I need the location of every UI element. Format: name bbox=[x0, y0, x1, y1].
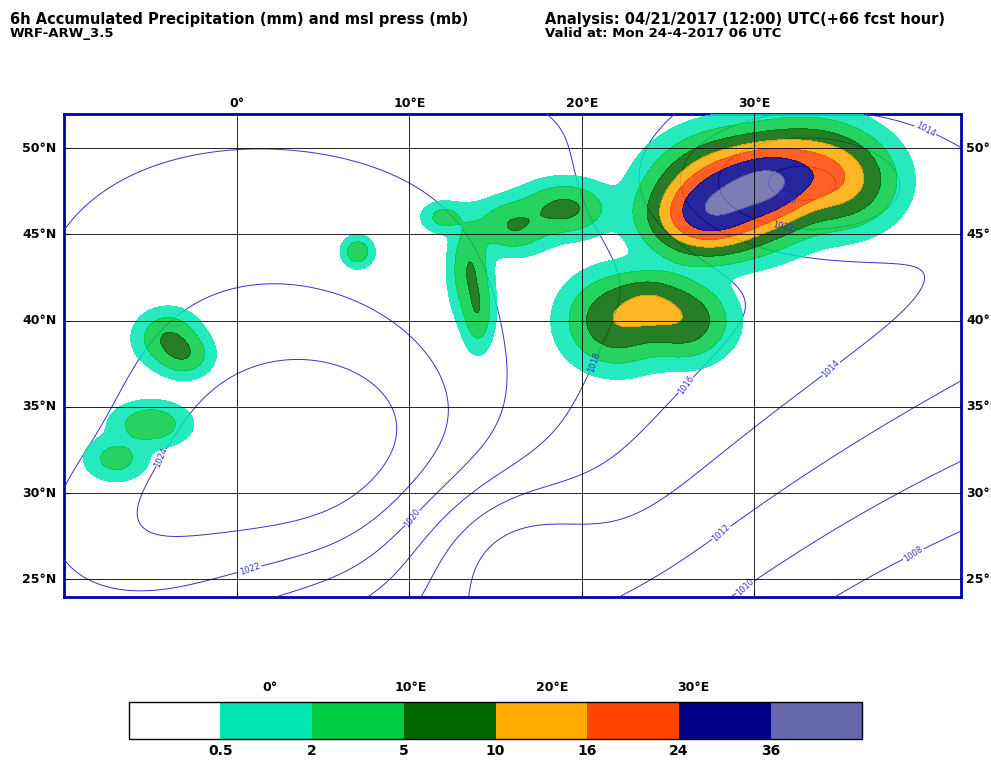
Text: 20°E: 20°E bbox=[566, 97, 598, 110]
Text: 1012: 1012 bbox=[711, 522, 732, 543]
Text: 30°N: 30°N bbox=[23, 487, 56, 500]
Text: 45°N: 45°N bbox=[22, 228, 56, 241]
Text: 30°E: 30°E bbox=[738, 97, 770, 110]
Text: 1014: 1014 bbox=[821, 359, 841, 379]
Text: 1024: 1024 bbox=[153, 446, 169, 469]
Text: 1010: 1010 bbox=[734, 577, 756, 598]
Text: 1010: 1010 bbox=[775, 190, 798, 206]
Text: 10°E: 10°E bbox=[394, 681, 427, 694]
Text: WRF-ARW_3.5: WRF-ARW_3.5 bbox=[10, 27, 114, 40]
Text: 0°: 0° bbox=[229, 97, 245, 110]
Text: 30°N: 30°N bbox=[966, 487, 991, 500]
Text: 25°N: 25°N bbox=[22, 573, 56, 586]
Text: 35°N: 35°N bbox=[966, 400, 991, 413]
Text: Valid at: Mon 24-4-2017 06 UTC: Valid at: Mon 24-4-2017 06 UTC bbox=[545, 27, 782, 40]
Text: 0°: 0° bbox=[263, 681, 277, 694]
Text: 45°N: 45°N bbox=[966, 228, 991, 241]
Text: 1022: 1022 bbox=[238, 561, 261, 577]
Text: 10°E: 10°E bbox=[393, 97, 425, 110]
Text: 50°N: 50°N bbox=[966, 142, 991, 154]
Text: 6h Accumulated Precipitation (mm) and msl press (mb): 6h Accumulated Precipitation (mm) and ms… bbox=[10, 12, 468, 27]
Text: Analysis: 04/21/2017 (12:00) UTC(+66 fcst hour): Analysis: 04/21/2017 (12:00) UTC(+66 fcs… bbox=[545, 12, 945, 27]
Text: 1020: 1020 bbox=[402, 507, 422, 529]
Text: 1008: 1008 bbox=[902, 545, 925, 564]
Text: 20°E: 20°E bbox=[536, 681, 568, 694]
Text: 1014: 1014 bbox=[914, 121, 936, 139]
Text: 30°E: 30°E bbox=[677, 681, 710, 694]
Text: 1012: 1012 bbox=[772, 220, 795, 233]
Text: 1018: 1018 bbox=[587, 351, 602, 374]
Text: 40°N: 40°N bbox=[22, 314, 56, 327]
Text: 35°N: 35°N bbox=[23, 400, 56, 413]
Text: 40°N: 40°N bbox=[966, 314, 991, 327]
Text: 50°N: 50°N bbox=[22, 142, 56, 154]
Text: 1016: 1016 bbox=[676, 374, 696, 396]
Text: 25°N: 25°N bbox=[966, 573, 991, 586]
